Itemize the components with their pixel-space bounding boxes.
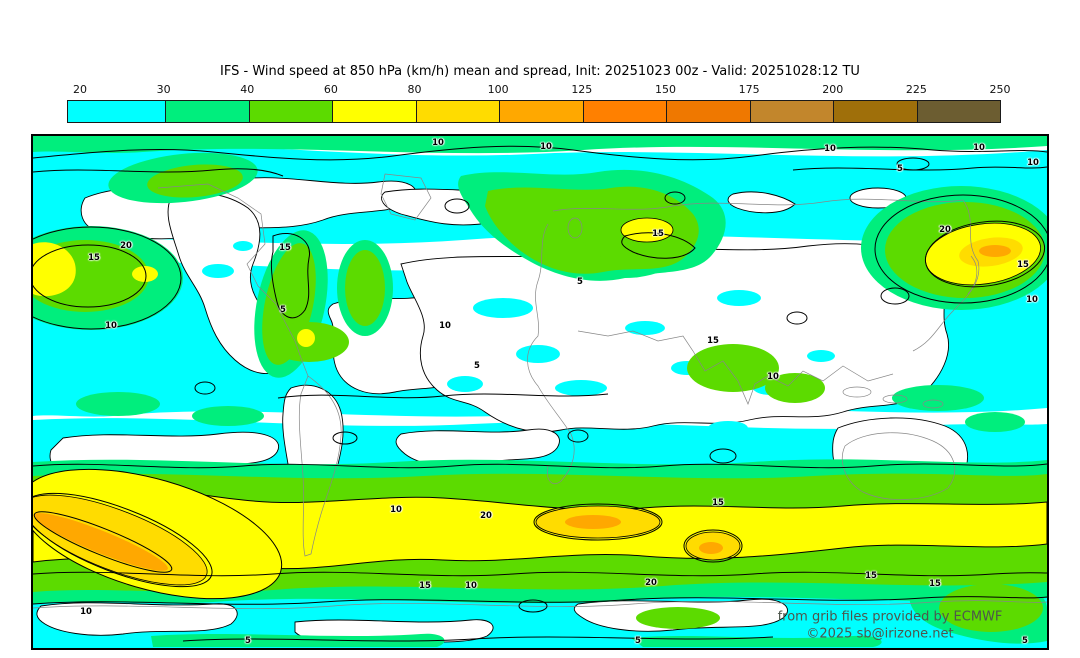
colorbar-tick-label: 125 — [571, 83, 593, 96]
colorbar-segment — [666, 101, 750, 122]
colorbar-segment — [916, 101, 1000, 122]
contour-label: 15 — [865, 570, 877, 581]
contour-label: 5 — [1022, 635, 1028, 646]
colorbar-tick-label: 100 — [487, 83, 509, 96]
colorbar-tick-label: 80 — [407, 83, 422, 96]
page-title: IFS - Wind speed at 850 hPa (km/h) mean … — [220, 64, 860, 79]
contour-label: 20 — [939, 224, 951, 235]
contour-label: 15 — [652, 228, 664, 239]
contour-label: 15 — [712, 497, 724, 508]
colorbar-tick-label: 175 — [738, 83, 760, 96]
colorbar-tick-row: 20 30 40 60 80 100 125 150 175 200 225 250 — [0, 83, 1080, 98]
colorbar-segment — [248, 101, 332, 122]
contour-label: 15 — [419, 580, 431, 591]
contour-label: 15 — [279, 242, 291, 253]
contour-label: 10 — [432, 137, 444, 148]
colorbar-segment — [749, 101, 833, 122]
colorbar-tick-label: 250 — [989, 83, 1011, 96]
contour-label: 10 — [973, 142, 985, 153]
colorbar-tick-label: 150 — [654, 83, 676, 96]
contour-label: 10 — [1026, 294, 1038, 305]
colorbar-segment — [415, 101, 499, 122]
contour-label: 10 — [80, 606, 92, 617]
contour-label: 5 — [577, 276, 583, 287]
colorbar-segment — [833, 101, 917, 122]
colorbar-tick-label: 20 — [73, 83, 87, 96]
contour-label: 15 — [1017, 259, 1029, 270]
contour-label: 15 — [88, 252, 100, 263]
colorbar-segment — [499, 101, 583, 122]
colorbar-tick-label: 60 — [323, 83, 338, 96]
colorbar-segment — [582, 101, 666, 122]
colorbar-tick-label: 40 — [240, 83, 255, 96]
contour-label: 20 — [480, 510, 492, 521]
contour-label: 15 — [929, 578, 941, 589]
colorbar-segment — [165, 101, 249, 122]
contour-label: 10 — [105, 320, 117, 331]
contour-labels: 10 10 10 10 5 10 20 15 15 15 20 15 10 10 10 5 10 5 5 15 10 20… — [33, 136, 1047, 648]
contour-label: 5 — [897, 163, 903, 174]
contour-label: 15 — [707, 335, 719, 346]
contour-label: 5 — [280, 304, 286, 315]
contour-label: 10 — [824, 143, 836, 154]
contour-label: 5 — [245, 635, 251, 646]
contour-label: 10 — [1027, 157, 1039, 168]
contour-label: 10 — [439, 320, 451, 331]
colorbar-tick-label: 225 — [905, 83, 927, 96]
watermark-copyright: ©2025 sb@irizone.net — [806, 626, 954, 642]
contour-label: 20 — [645, 577, 657, 588]
contour-label: 10 — [390, 504, 402, 515]
wind-speed-map-svg — [33, 136, 1047, 648]
colorbar-bar — [67, 100, 1001, 123]
contour-label: 5 — [474, 360, 480, 371]
contour-label: 20 — [120, 240, 132, 251]
colorbar-tick-label: 200 — [822, 83, 844, 96]
contour-label: 10 — [767, 371, 779, 382]
contour-label: 10 — [540, 141, 552, 152]
colorbar-segment — [68, 101, 165, 122]
map-frame: 10 10 10 10 5 10 20 15 15 15 20 15 10 10 10 5 10 5 5 15 10 20… — [31, 134, 1049, 650]
colorbar-segment — [332, 101, 416, 122]
contour-label: 10 — [465, 580, 477, 591]
colorbar-tick-label: 30 — [156, 83, 171, 96]
contour-label: 5 — [635, 635, 641, 646]
watermark-ecmwf: from grib files provided by ECMWF — [777, 609, 1003, 625]
